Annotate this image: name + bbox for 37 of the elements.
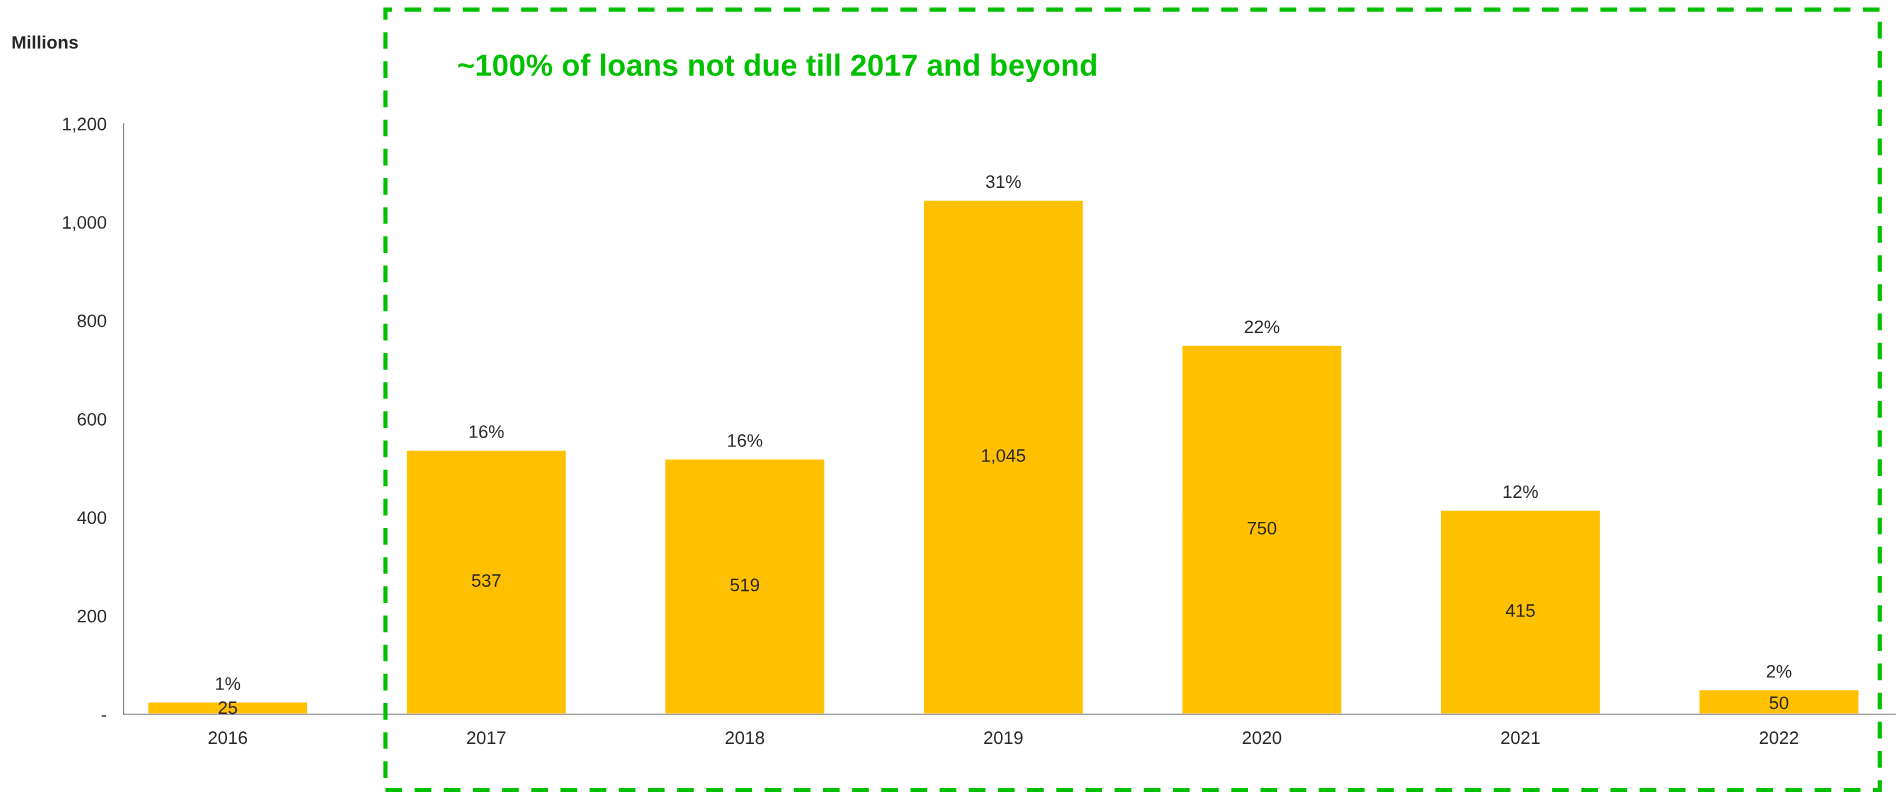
data-label: 25	[218, 701, 238, 715]
y-tick-label: 200	[77, 609, 107, 623]
annotation: 16%	[728, 434, 763, 447]
y-tick-label: 1,200	[63, 117, 107, 133]
annotation: 16%	[469, 425, 504, 439]
annotation: 12%	[1503, 485, 1538, 499]
annotation: 22%	[1244, 320, 1280, 334]
bar	[146, 701, 309, 715]
annotation: 2%	[1766, 664, 1792, 678]
bar	[922, 199, 1085, 715]
y-tick-label: -	[101, 715, 107, 717]
x-tick-label: 2022	[1759, 731, 1799, 745]
y-tick-label: 400	[77, 511, 107, 525]
data-label: 750	[1247, 521, 1277, 535]
y-tick-label: 1,000	[63, 216, 107, 231]
data-label: 415	[1505, 604, 1535, 617]
annotation: 31%	[985, 175, 1021, 189]
bar	[1181, 344, 1343, 715]
x-tick-label: 2019	[984, 731, 1023, 745]
data-label: 1,045	[982, 449, 1026, 465]
x-tick-label: 2021	[1501, 731, 1540, 745]
x-tick-label: 2018	[725, 731, 765, 745]
text: ~100% of loans not due till 2017 and beyond	[458, 53, 1097, 83]
bar	[1439, 509, 1602, 715]
x-tick-label: 2016	[208, 731, 248, 745]
data-label: 519	[730, 578, 760, 592]
annotation: 1%	[216, 677, 241, 690]
data-label: 50	[1769, 696, 1789, 710]
y-axis-title: Millions	[12, 35, 78, 49]
bar	[1698, 688, 1860, 715]
x-tick-label: 2020	[1242, 731, 1282, 745]
x-tick-label: 2017	[467, 731, 506, 745]
y-tick-label: 600	[77, 412, 107, 426]
data-label: 537	[471, 574, 501, 587]
y-tick-label: 800	[77, 314, 107, 328]
bar	[405, 449, 568, 715]
bar	[663, 458, 826, 715]
